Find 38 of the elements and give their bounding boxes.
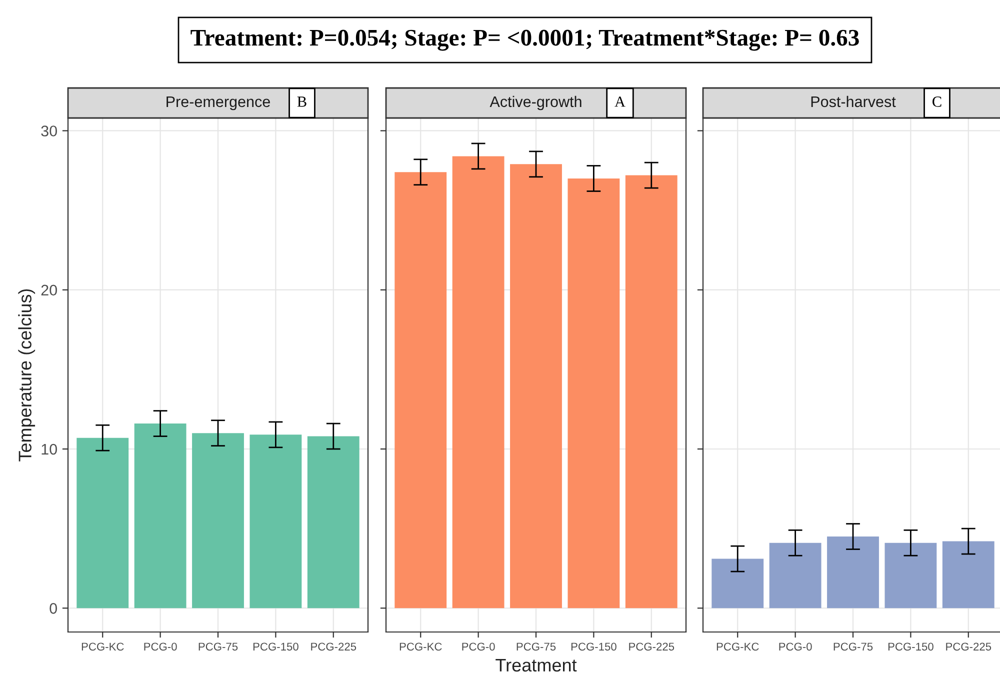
- x-tick-label: PCG-225: [311, 642, 356, 651]
- text: A: [614, 96, 626, 107]
- bar: [394, 172, 447, 608]
- y-tick-label: 20: [41, 284, 57, 296]
- text: Treatment: P=0.054; Stage: P= <0.0001; Treatment*Stage: P= 0.63: [190, 30, 859, 51]
- x-tick-label: PCG-KC: [400, 642, 442, 651]
- bar: [712, 558, 764, 608]
- bar: [568, 178, 620, 608]
- bar: [827, 536, 879, 608]
- y-tick-label: 10: [42, 444, 57, 455]
- x-tick-label: PCG-225: [946, 642, 992, 651]
- bar: [942, 541, 994, 608]
- x-tick-label: PCG-75: [198, 642, 238, 651]
- x-tick-label: PCG-0: [144, 642, 177, 651]
- x-tick-label: PCG-0: [779, 642, 812, 651]
- y-tick-label: 0: [50, 603, 57, 614]
- chart-title: Post-harvest: [811, 96, 896, 108]
- x-tick-label: PCG-KC: [716, 642, 759, 651]
- x-tick-label: PCG-0: [462, 642, 495, 651]
- x-tick-label: PCG-150: [571, 642, 616, 651]
- x-tick-label: PCG-KC: [82, 642, 124, 651]
- bar: [510, 164, 562, 608]
- bar: [769, 542, 822, 608]
- chart-title: Active-growth: [490, 96, 582, 110]
- x-tick-label: PCG-225: [629, 642, 674, 651]
- x-axis-title: Treatment: [496, 658, 577, 672]
- text: C: [932, 96, 942, 107]
- chart-title: Pre-emergence: [166, 96, 270, 110]
- text: B: [297, 96, 306, 107]
- bar: [625, 175, 678, 608]
- x-tick-label: PCG-75: [834, 642, 873, 651]
- x-tick-label: PCG-150: [253, 642, 298, 651]
- x-tick-label: PCG-75: [516, 642, 556, 651]
- bar: [452, 156, 504, 608]
- bar: [884, 542, 937, 608]
- x-tick-label: PCG-150: [888, 642, 934, 651]
- y-axis-title: Temperature (celcius): [18, 289, 36, 462]
- y-tick-label: 30: [41, 126, 57, 136]
